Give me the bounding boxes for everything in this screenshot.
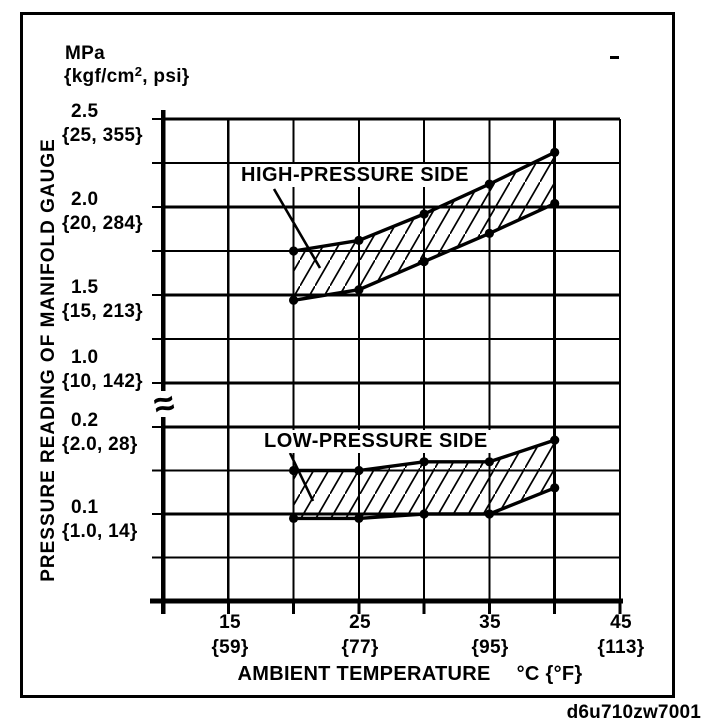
svg-text:≈: ≈	[150, 381, 178, 425]
band-low-pressure	[289, 435, 560, 524]
label-leader-lines	[272, 188, 322, 502]
y-tick-1-5-mpa: 1.5	[71, 277, 99, 298]
y-axis-title: PRESSURE READING OF MANIFOLD GAUGE	[38, 138, 59, 582]
y-tick-0-1-mpa: 0.1	[71, 497, 99, 518]
x-tick-25-f: {77}	[341, 637, 379, 658]
y-axis-unit-mpa: MPa	[65, 43, 105, 64]
x-tick-45-c: 45	[610, 612, 632, 633]
x-tick-15-c: 15	[219, 612, 241, 633]
y-tick-1-5: 1.5 {15, 213}	[62, 276, 143, 324]
y-tick-0-2: 0.2 {2.0, 28}	[62, 409, 138, 457]
stray-dash-mark	[610, 56, 619, 59]
y-axis-unit-superscript: 2	[134, 64, 143, 79]
y-tick-0-1: 0.1 {1.0, 14}	[62, 496, 138, 544]
band-high-pressure	[289, 147, 560, 305]
x-tick-35: 35 {95}	[445, 610, 535, 660]
y-axis-unit-alt: {kgf/cm2, psi}	[64, 64, 190, 88]
y-tick-2-5: 2.5 {25, 355}	[62, 100, 143, 148]
y-tick-1-0-alt: {10, 142}	[62, 371, 143, 392]
low-pressure-side-label: LOW-PRESSURE SIDE	[261, 430, 491, 453]
x-tick-45-f: {113}	[597, 637, 645, 658]
y-tick-2-0-alt: {20, 284}	[62, 213, 143, 234]
y-tick-1-0: 1.0 {10, 142}	[62, 346, 143, 394]
y-tick-2-5-alt: {25, 355}	[62, 125, 143, 146]
axes	[150, 110, 623, 614]
y-tick-1-0-mpa: 1.0	[71, 347, 99, 368]
figure-frame	[20, 12, 675, 698]
x-tick-35-c: 35	[479, 612, 501, 633]
y-tick-2-5-mpa: 2.5	[71, 101, 99, 122]
y-tick-0-2-mpa: 0.2	[71, 410, 99, 431]
high-pressure-side-label: HIGH-PRESSURE SIDE	[238, 164, 472, 187]
x-axis-title: AMBIENT TEMPERATURE °C {°F}	[190, 663, 630, 686]
y-tick-2-0-mpa: 2.0	[71, 189, 99, 210]
y-tick-1-5-alt: {15, 213}	[62, 301, 143, 322]
x-tick-15-f: {59}	[211, 637, 249, 658]
x-tick-35-f: {95}	[471, 637, 509, 658]
x-axis-unit: °C {°F}	[516, 663, 583, 685]
y-tick-0-1-alt: {1.0, 14}	[62, 521, 138, 542]
y-tick-0-2-alt: {2.0, 28}	[62, 434, 138, 455]
y-axis-unit-alt-post: , psi}	[142, 66, 190, 87]
x-tick-25: 25 {77}	[315, 610, 405, 660]
x-tick-25-c: 25	[349, 612, 371, 633]
y-axis-unit-alt-pre: {kgf/cm	[64, 66, 135, 87]
y-axis-break: ≈	[147, 381, 180, 426]
x-axis-title-text: AMBIENT TEMPERATURE	[237, 663, 491, 685]
figure-code: d6u710zw7001	[566, 702, 701, 723]
x-tick-45: 45 {113}	[576, 610, 666, 660]
y-tick-2-0: 2.0 {20, 284}	[62, 188, 143, 236]
x-tick-15: 15 {59}	[185, 610, 275, 660]
